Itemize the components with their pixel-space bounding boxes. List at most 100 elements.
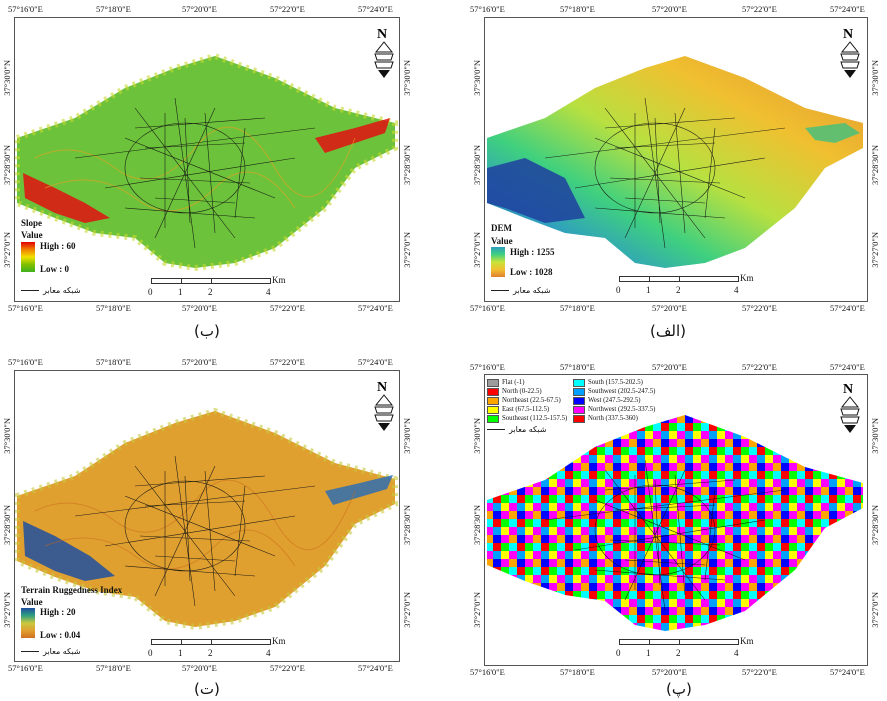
left-lat-tick: 37°27'0"N bbox=[472, 232, 482, 268]
bottom-lon-tick: 57°24'0"E bbox=[830, 303, 865, 313]
north-letter: N bbox=[377, 380, 387, 395]
road-line-symbol bbox=[21, 290, 39, 291]
bottom-lon-tick: 57°18'0"E bbox=[96, 303, 131, 313]
north-arrow-icon: N bbox=[840, 382, 860, 433]
right-lat-tick: 37°27'0"N bbox=[402, 592, 412, 628]
aspect-legend-item: Northeast (22.5-67.5) bbox=[487, 396, 567, 405]
legend-item-label: Northwest (292.5-337.5) bbox=[588, 406, 656, 413]
roads-legend-label: شبکه معابر bbox=[43, 286, 81, 295]
top-lon-tick: 57°24'0"E bbox=[830, 362, 865, 372]
legend-swatch bbox=[487, 387, 499, 396]
bottom-lon-tick: 57°24'0"E bbox=[358, 303, 393, 313]
legend-low-label: Low : 1028 bbox=[510, 267, 553, 277]
top-lon-tick: 57°20'0"E bbox=[652, 4, 687, 14]
scale-label: 2 bbox=[208, 648, 213, 658]
bottom-lon-tick: 57°18'0"E bbox=[96, 663, 131, 673]
aspect-map-raster bbox=[487, 415, 863, 631]
left-lat-tick: 37°30'0"N bbox=[472, 418, 482, 454]
right-lat-tick: 37°28'30"N bbox=[402, 505, 412, 546]
legend-item-label: Northeast (22.5-67.5) bbox=[502, 397, 561, 404]
right-lat-tick: 37°27'0"N bbox=[402, 232, 412, 268]
aspect-legend-item: Southwest (202.5-247.5) bbox=[573, 387, 655, 396]
scale-label: 2 bbox=[676, 285, 681, 295]
panel-caption: (الف) bbox=[650, 322, 686, 340]
scale-label: 4 bbox=[266, 287, 271, 297]
legend-low-label: Low : 0 bbox=[40, 264, 69, 274]
legend-item-label: Southwest (202.5-247.5) bbox=[588, 388, 656, 395]
aspect-legend-item: Flat (-1) bbox=[487, 378, 567, 387]
road-line-symbol bbox=[487, 429, 505, 430]
scale-label: 1 bbox=[646, 648, 651, 658]
top-lon-tick: 57°20'0"E bbox=[652, 362, 687, 372]
aspect-legend-item: North (0-22.5) bbox=[487, 387, 567, 396]
scale-bar: 0 1 2 4 Km bbox=[148, 275, 291, 301]
map-frame-dem: DEM Value High : 1255 Low : 1028 شبکه مع… bbox=[484, 17, 868, 302]
legend-item-label: Southeast (112.5-157.5) bbox=[502, 415, 568, 422]
bottom-lon-tick: 57°20'0"E bbox=[652, 667, 687, 677]
bottom-lon-tick: 57°16'0"E bbox=[470, 667, 505, 677]
top-lon-tick: 57°22'0"E bbox=[270, 357, 305, 367]
top-lon-tick: 57°18'0"E bbox=[96, 357, 131, 367]
left-lat-tick: 37°27'0"N bbox=[472, 592, 482, 628]
north-letter: N bbox=[843, 27, 853, 42]
legend-swatch bbox=[573, 378, 585, 387]
left-lat-tick: 37°30'0"N bbox=[2, 60, 12, 96]
scale-segment bbox=[679, 639, 739, 645]
legend-color-ramp bbox=[21, 242, 35, 272]
top-lon-tick: 57°16'0"E bbox=[8, 4, 43, 14]
road-line-symbol bbox=[21, 651, 39, 652]
scale-unit: Km bbox=[272, 636, 286, 646]
top-lon-tick: 57°16'0"E bbox=[8, 357, 43, 367]
top-lon-tick: 57°24'0"E bbox=[830, 4, 865, 14]
north-arrow-icon: N bbox=[374, 27, 394, 78]
scale-label: 4 bbox=[266, 648, 271, 658]
road-line-symbol bbox=[491, 290, 509, 291]
roads-legend: شبکه معابر bbox=[21, 647, 81, 656]
legend-item-label: East (67.5-112.5) bbox=[502, 406, 550, 413]
scale-bar: 0 1 2 4 Km bbox=[616, 273, 759, 301]
top-lon-tick: 57°18'0"E bbox=[96, 4, 131, 14]
top-lon-tick: 57°18'0"E bbox=[560, 4, 595, 14]
bottom-lon-tick: 57°22'0"E bbox=[742, 303, 777, 313]
legend-value-label: Value bbox=[21, 230, 43, 240]
bottom-lon-tick: 57°16'0"E bbox=[8, 663, 43, 673]
scale-segment bbox=[151, 278, 183, 284]
left-lat-tick: 37°27'0"N bbox=[2, 592, 12, 628]
north-letter: N bbox=[377, 27, 387, 42]
scale-label: 2 bbox=[208, 287, 213, 297]
legend-swatch bbox=[573, 387, 585, 396]
legend-high-label: High : 1255 bbox=[510, 247, 555, 257]
legend-item-label: South (157.5-202.5) bbox=[588, 379, 643, 386]
bottom-lon-tick: 57°16'0"E bbox=[8, 303, 43, 313]
right-lat-tick: 37°28'30"N bbox=[870, 145, 880, 186]
map-frame-tri: Terrain Ruggedness Index Value High : 20… bbox=[14, 370, 400, 662]
scale-segment bbox=[211, 639, 271, 645]
scale-label: 0 bbox=[148, 287, 153, 297]
bottom-lon-tick: 57°18'0"E bbox=[560, 303, 595, 313]
legend-item-label: Flat (-1) bbox=[502, 379, 525, 386]
north-arrow-icon: N bbox=[374, 380, 394, 431]
scale-segment bbox=[649, 639, 681, 645]
right-lat-tick: 37°30'0"N bbox=[870, 60, 880, 96]
top-lon-tick: 57°22'0"E bbox=[270, 4, 305, 14]
legend-swatch bbox=[487, 378, 499, 387]
bottom-lon-tick: 57°24'0"E bbox=[830, 667, 865, 677]
top-lon-tick: 57°16'0"E bbox=[470, 4, 505, 14]
bottom-lon-tick: 57°22'0"E bbox=[270, 303, 305, 313]
legend-high-label: High : 20 bbox=[40, 607, 76, 617]
scale-segment bbox=[181, 278, 213, 284]
right-lat-tick: 37°27'0"N bbox=[870, 232, 880, 268]
legend-item-label: North (0-22.5) bbox=[502, 388, 542, 395]
scale-unit: Km bbox=[740, 273, 754, 283]
panel-caption: (ب) bbox=[194, 322, 220, 340]
left-lat-tick: 37°28'30"N bbox=[2, 505, 12, 546]
scale-segment bbox=[211, 278, 271, 284]
legend-swatch bbox=[573, 414, 585, 423]
scale-label: 0 bbox=[148, 648, 153, 658]
scale-unit: Km bbox=[272, 275, 286, 285]
top-lon-tick: 57°16'0"E bbox=[470, 362, 505, 372]
aspect-legend-item: Southeast (112.5-157.5) bbox=[487, 414, 567, 423]
roads-legend-label: شبکه معابر bbox=[509, 425, 547, 434]
scale-segment bbox=[649, 276, 681, 282]
aspect-legend-col1: Flat (-1) North (0-22.5) Northeast (22.5… bbox=[487, 378, 567, 434]
